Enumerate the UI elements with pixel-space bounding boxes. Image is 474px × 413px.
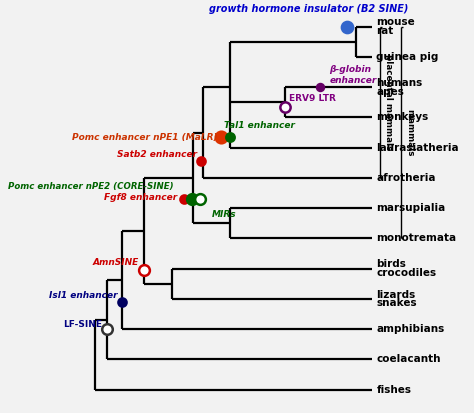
Text: Isl1 enhancer: Isl1 enhancer (48, 292, 117, 300)
Text: marsupialia: marsupialia (376, 203, 446, 213)
Point (180, 196, 188, 202)
Text: Pomc enhancer nPE2 (CORE-SINE): Pomc enhancer nPE2 (CORE-SINE) (8, 182, 174, 191)
Text: afrotheria: afrotheria (376, 173, 436, 183)
Point (118, 299, 126, 305)
Text: guinea pig: guinea pig (376, 52, 439, 62)
Point (316, 84, 324, 90)
Point (226, 134, 233, 140)
Text: mammals: mammals (405, 109, 414, 156)
Point (217, 134, 225, 140)
Text: monkeys: monkeys (376, 112, 429, 122)
Point (197, 158, 204, 164)
Text: LF-SINE: LF-SINE (63, 320, 102, 329)
Text: Tal1 enhancer: Tal1 enhancer (224, 121, 295, 131)
Text: AmnSINE: AmnSINE (93, 258, 139, 266)
Text: mouse
rat: mouse rat (376, 17, 415, 36)
Point (103, 326, 111, 332)
Text: coelacanth: coelacanth (376, 354, 441, 365)
Text: amphibians: amphibians (376, 324, 445, 334)
Text: laurasiatheria: laurasiatheria (376, 142, 459, 153)
Text: ERV9 LTR: ERV9 LTR (289, 94, 336, 103)
Text: MIRs: MIRs (212, 210, 237, 219)
Text: humans
apes: humans apes (376, 78, 423, 97)
Text: Satb2 enhancer: Satb2 enhancer (117, 150, 197, 159)
Text: lizards
snakes: lizards snakes (376, 290, 417, 309)
Point (282, 104, 289, 110)
Text: Pomc enhancer nPE1 (MaLR): Pomc enhancer nPE1 (MaLR) (73, 133, 218, 142)
Point (343, 23, 351, 30)
Text: growth hormone insulator (B2 SINE): growth hormone insulator (B2 SINE) (209, 4, 408, 14)
Text: β-globin
enhancer: β-globin enhancer (329, 65, 377, 85)
Point (188, 196, 196, 202)
Point (196, 196, 203, 202)
Text: birds
crocodiles: birds crocodiles (376, 259, 437, 278)
Text: monotremata: monotremata (376, 233, 456, 243)
Text: placental mammals: placental mammals (384, 54, 393, 150)
Point (140, 267, 148, 273)
Text: fishes: fishes (376, 385, 411, 395)
Text: Fgf8 enhancer: Fgf8 enhancer (104, 193, 178, 202)
